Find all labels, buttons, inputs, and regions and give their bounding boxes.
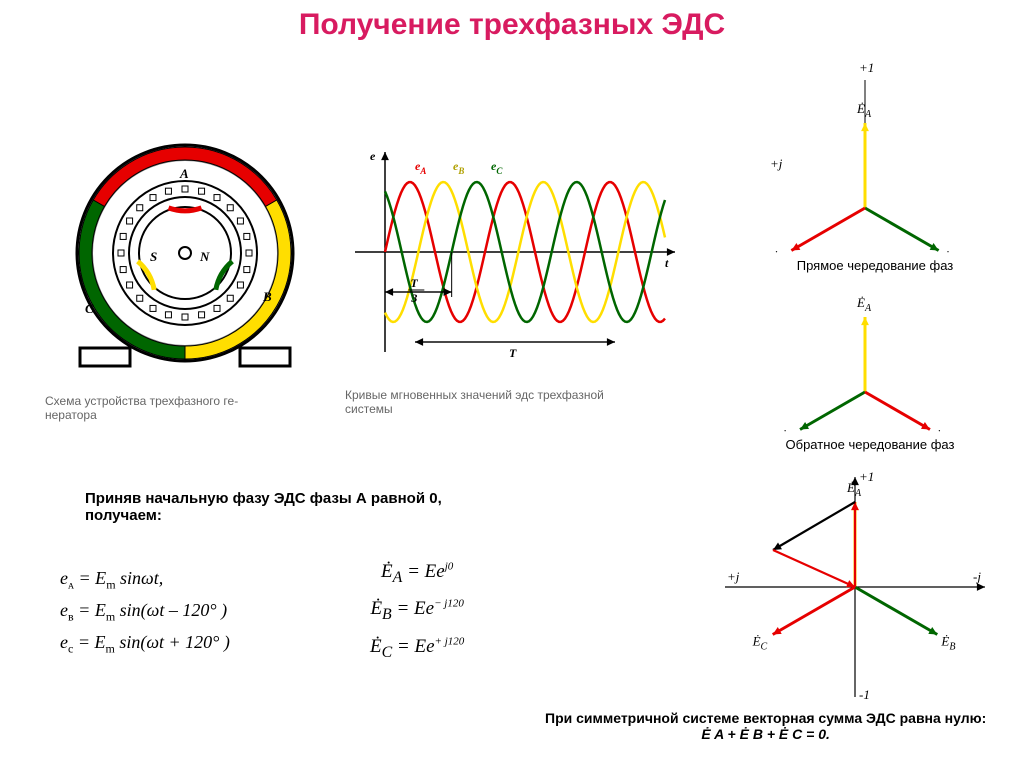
svg-text:+j: +j <box>770 156 783 171</box>
svg-text:+1: +1 <box>859 469 874 484</box>
svg-text:3: 3 <box>410 291 417 305</box>
svg-text:C: C <box>85 301 94 316</box>
bottom-note: При симметричной системе векторная сумма… <box>545 710 986 726</box>
svg-text:ĖC: ĖC <box>752 634 768 653</box>
sinewave-diagram: eteAeBeCTT3 Кривые мгновенных значений э… <box>345 142 685 416</box>
svg-text:-1: -1 <box>859 687 870 702</box>
sinewave-caption: Кривые мгновенных значений эдс трехфазно… <box>345 388 685 416</box>
phasor2-diagram: ĖA ĖB ĖC Обратное чередование фаз <box>720 272 1000 452</box>
svg-text:+j: +j <box>727 569 740 584</box>
svg-text:ĖB: ĖB <box>942 250 957 254</box>
svg-text:T: T <box>509 346 517 360</box>
svg-text:S: S <box>150 249 157 264</box>
sinewave-svg: eteAeBeCTT3 <box>345 142 685 377</box>
svg-text:+1: +1 <box>859 60 874 75</box>
svg-text:ĖB: ĖB <box>940 634 955 653</box>
phasor1-diagram: +1 +j ĖA ĖB ĖC Прямое чередование фаз <box>720 58 1000 273</box>
phasor3-diagram: +1-1+j-jĖAĖBĖC <box>680 452 1010 707</box>
page-title: Получение трехфазных ЭДС <box>0 0 1024 46</box>
svg-text:-j: -j <box>973 569 981 584</box>
svg-text:A: A <box>179 166 189 181</box>
svg-text:T: T <box>410 276 418 290</box>
svg-text:B: B <box>262 289 272 304</box>
svg-text:ĖA: ĖA <box>856 295 872 314</box>
complex-equations: ĖA = Eej0ĖB = Ee− j120ĖC = Ee+ j120 <box>370 555 464 667</box>
svg-text:t: t <box>665 256 669 270</box>
svg-text:e: e <box>370 149 376 163</box>
phase-note: Приняв начальную фазу ЭДС фазы А равной … <box>85 490 442 524</box>
svg-text:ĖC: ĖC <box>933 429 949 433</box>
svg-text:ĖC: ĖC <box>770 250 786 254</box>
title-text: Получение трехфазных ЭДС <box>299 8 725 41</box>
bottom-block: При симметричной системе векторная сумма… <box>545 710 986 742</box>
time-equations: eᴀ = Em sinωt,eв = Em sin(ωt – 120° )ec … <box>60 563 230 659</box>
svg-text:eC: eC <box>491 159 503 176</box>
phasor2-caption: Обратное чередование фаз <box>740 437 1000 452</box>
svg-text:ĖB: ĖB <box>779 429 794 433</box>
phasor1-svg: +1 +j ĖA ĖB ĖC <box>720 58 1000 253</box>
svg-text:eA: eA <box>415 159 426 176</box>
svg-text:N: N <box>199 249 210 264</box>
phasor1-caption: Прямое чередование фаз <box>750 258 1000 273</box>
phasor2-svg: ĖA ĖB ĖC <box>720 272 1000 432</box>
generator-svg: S N A B C <box>45 138 325 383</box>
generator-diagram: S N A B C Схема устройства трехфазного ге- н… <box>45 138 325 422</box>
phasor3-svg: +1-1+j-jĖAĖBĖC <box>680 452 1010 702</box>
bottom-eq: Ė A + Ė B + Ė C = 0. <box>545 726 986 742</box>
svg-text:ĖA: ĖA <box>856 101 872 120</box>
svg-text:eB: eB <box>453 159 464 176</box>
generator-caption: Схема устройства трехфазного ге- нератор… <box>45 394 325 422</box>
